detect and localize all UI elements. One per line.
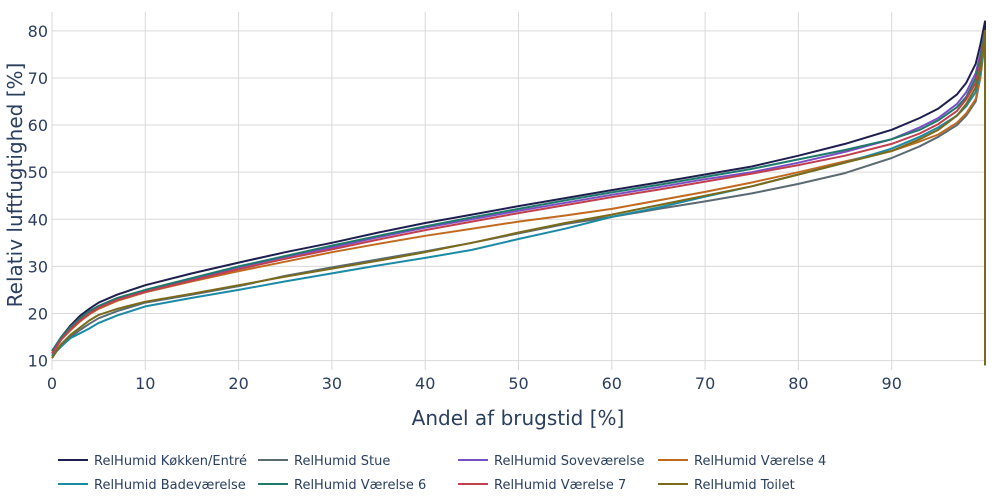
x-tick-label: 40 bbox=[415, 374, 435, 393]
x-tick-label: 10 bbox=[135, 374, 155, 393]
series-line bbox=[51, 29, 986, 366]
legend: RelHumid Køkken/Entré RelHumid Stue RelHum… bbox=[58, 454, 826, 493]
legend-label: RelHumid Værelse 6 bbox=[294, 478, 426, 493]
x-tick-label: 60 bbox=[602, 374, 622, 393]
x-tick-label: 50 bbox=[508, 374, 528, 393]
x-tick-label: 70 bbox=[695, 374, 715, 393]
y-axis-title: Relativ luftfugtighed [%] bbox=[3, 63, 27, 308]
series-line bbox=[51, 29, 986, 366]
legend-label: RelHumid Toilet bbox=[694, 478, 795, 493]
y-tick-label: 10 bbox=[28, 352, 48, 371]
legend-item[interactable]: RelHumid Stue bbox=[258, 454, 390, 469]
series-line bbox=[51, 20, 986, 366]
legend-item[interactable]: RelHumid Værelse 6 bbox=[258, 478, 426, 493]
legend-label: RelHumid Værelse 7 bbox=[494, 478, 626, 493]
legend-item[interactable]: RelHumid Toilet bbox=[658, 478, 795, 493]
legend-label: RelHumid Køkken/Entré bbox=[94, 454, 247, 469]
legend-item[interactable]: RelHumid Værelse 4 bbox=[658, 454, 826, 469]
y-tick-label: 80 bbox=[28, 22, 48, 41]
legend-label: RelHumid Værelse 4 bbox=[694, 454, 826, 469]
x-tick-label: 90 bbox=[882, 374, 902, 393]
legend-item[interactable]: RelHumid Køkken/Entré bbox=[58, 454, 247, 469]
legend-item[interactable]: RelHumid Soveværelse bbox=[458, 454, 645, 469]
x-tick-label: 0 bbox=[47, 374, 57, 393]
x-tick-labels: 0 10 20 30 40 50 60 70 80 90 bbox=[47, 374, 902, 393]
series-line bbox=[51, 34, 986, 366]
legend-label: RelHumid Soveværelse bbox=[494, 454, 645, 469]
legend-item[interactable]: RelHumid Badeværelse bbox=[58, 478, 246, 493]
x-tick-label: 20 bbox=[228, 374, 248, 393]
x-tick-label: 80 bbox=[788, 374, 808, 393]
y-tick-label: 60 bbox=[28, 116, 48, 135]
y-tick-label: 30 bbox=[28, 257, 48, 276]
legend-label: RelHumid Stue bbox=[294, 454, 390, 469]
series-lines bbox=[51, 20, 986, 366]
y-tick-label: 70 bbox=[28, 69, 48, 88]
x-tick-label: 30 bbox=[322, 374, 342, 393]
legend-item[interactable]: RelHumid Værelse 7 bbox=[458, 478, 626, 493]
grid bbox=[51, 12, 985, 370]
y-tick-label: 40 bbox=[28, 210, 48, 229]
y-tick-label: 50 bbox=[28, 163, 48, 182]
x-axis-title: Andel af brugstid [%] bbox=[412, 406, 625, 430]
y-tick-label: 20 bbox=[28, 304, 48, 323]
y-tick-labels: 10 20 30 40 50 60 70 80 bbox=[28, 22, 48, 371]
legend-label: RelHumid Badeværelse bbox=[94, 478, 246, 493]
